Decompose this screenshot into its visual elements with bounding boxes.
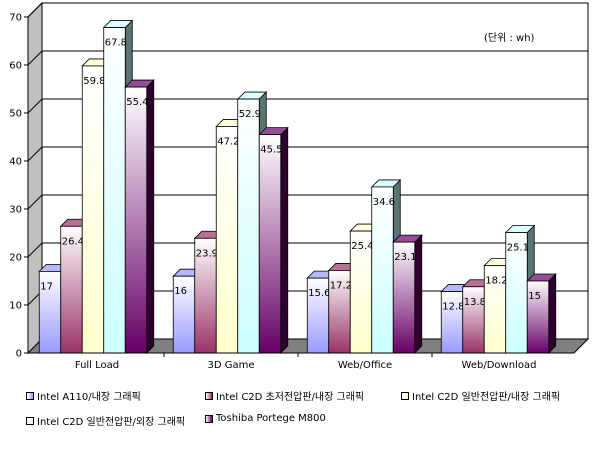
data-label: 13.8 xyxy=(464,297,486,308)
data-label: 25.1 xyxy=(507,243,529,254)
bar-front xyxy=(371,186,394,354)
legend-label: Intel C2D 초저전압판/내장 그래픽 xyxy=(216,392,365,403)
legend-swatch xyxy=(205,391,213,400)
legend-item: Intel C2D 초저전압판/내장 그래픽 xyxy=(205,388,364,403)
bar-side xyxy=(548,273,557,354)
legend-label: Intel A110/내장 그래픽 xyxy=(37,392,141,403)
data-label: 23.9 xyxy=(196,248,218,259)
y-tick-label: 20 xyxy=(9,253,22,264)
x-category-label: Web/Download xyxy=(462,360,537,371)
legend-item: Intel C2D 일반전압판/내장 그래픽 xyxy=(401,388,560,403)
bar: 45.5 xyxy=(258,126,289,354)
data-label: 47.2 xyxy=(217,136,239,147)
bar-front xyxy=(124,86,148,354)
y-tick-label: 50 xyxy=(9,109,22,120)
y-tick-label: 60 xyxy=(9,61,22,72)
data-label: 59.8 xyxy=(83,76,105,87)
data-label: 67.8 xyxy=(105,38,127,49)
bar-front xyxy=(258,134,282,354)
gridline xyxy=(27,98,588,114)
data-label: 25.4 xyxy=(351,241,373,252)
legend-item: Intel C2D 일반전압판/외장 그래픽 xyxy=(26,413,185,428)
gridline xyxy=(27,194,588,210)
bar-front xyxy=(81,65,105,354)
x-category-label: Full Load xyxy=(75,360,119,371)
legend-swatch xyxy=(205,414,213,423)
legend-swatch xyxy=(401,391,409,400)
bar: 55.4 xyxy=(124,79,155,354)
bar-front xyxy=(237,98,260,354)
data-label: 18.2 xyxy=(485,276,507,287)
data-label: 45.5 xyxy=(260,145,282,156)
data-label: 15.6 xyxy=(308,288,330,299)
bar-front xyxy=(103,27,126,354)
data-label: 15 xyxy=(528,291,541,302)
y-tick-label: 0 xyxy=(16,349,22,360)
legend-item: Intel A110/내장 그래픽 xyxy=(26,388,141,403)
gridline xyxy=(27,146,588,162)
bar-front xyxy=(215,126,239,354)
data-label: 55.4 xyxy=(126,97,148,108)
data-label: 34.6 xyxy=(373,197,395,208)
bar: 15 xyxy=(526,273,557,354)
gridline xyxy=(27,2,588,18)
bar-side xyxy=(280,126,289,354)
gridline xyxy=(27,50,588,66)
legend-label: Toshiba Portege M800 xyxy=(216,413,326,424)
legend-swatch xyxy=(26,416,34,425)
x-category-label: Web/Office xyxy=(338,360,392,371)
y-tick-label: 10 xyxy=(9,301,22,312)
legend-label: Intel C2D 일반전압판/외장 그래픽 xyxy=(37,417,186,428)
legend-swatch xyxy=(26,391,34,400)
data-label: 26.4 xyxy=(62,236,84,247)
y-tick-label: 30 xyxy=(9,205,22,216)
axes: 0 10 20 30 40 50 60 70 Full Load 3D Game Web/Offic… xyxy=(9,13,574,371)
data-label: 17.2 xyxy=(330,280,352,291)
bar: 23.1 xyxy=(392,234,423,354)
legend-item: Toshiba Portege M800 xyxy=(205,413,326,424)
data-label: 16 xyxy=(174,286,187,297)
data-label: 12.8 xyxy=(442,302,464,313)
unit-label: (단위 : wh) xyxy=(484,31,535,44)
legend-label: Intel C2D 일반전압판/내장 그래픽 xyxy=(412,392,561,403)
bar-side xyxy=(146,79,155,354)
y-tick-label: 70 xyxy=(9,13,22,24)
data-label: 52.9 xyxy=(239,109,261,120)
y-tick-label: 40 xyxy=(9,157,22,168)
data-label: 17 xyxy=(40,281,53,292)
data-label: 23.1 xyxy=(394,252,416,263)
bars: 17 26.4 59.8 67.8 55.4 16 23.9 47.2 52.9 45.5 15.6… xyxy=(38,19,557,354)
x-category-label: 3D Game xyxy=(207,360,254,371)
